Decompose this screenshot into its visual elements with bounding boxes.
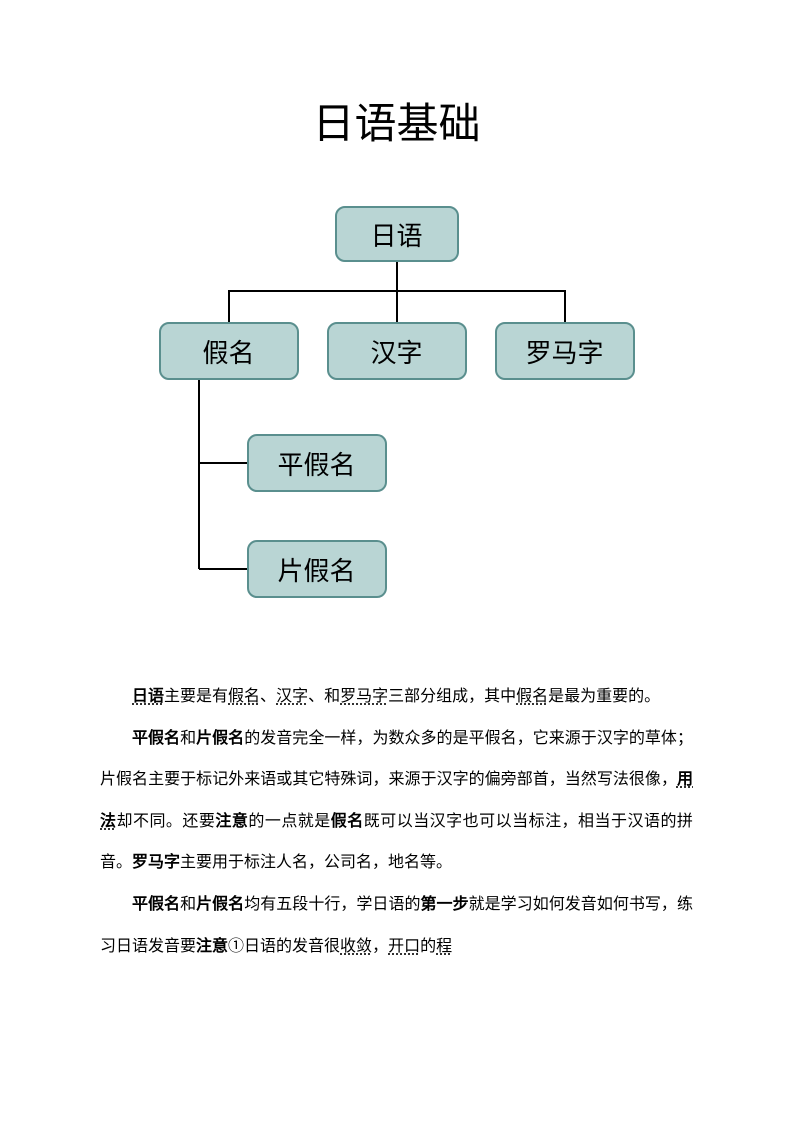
tree-node-level2-1: 汉字	[327, 322, 467, 380]
text-segment: 却不同。还要	[116, 813, 215, 830]
text-segment: 罗马字	[340, 688, 388, 705]
text-segment: 、和	[308, 688, 340, 705]
text-segment: 和	[180, 896, 196, 913]
tree-node-level3-1: 片假名	[247, 540, 387, 598]
text-segment: ①日语的发音很	[228, 938, 340, 955]
text-segment: 日语	[132, 688, 164, 705]
text-segment: 是最为重要的。	[548, 688, 660, 705]
text-segment: 假名	[331, 813, 364, 830]
text-segment: 罗马字	[132, 854, 180, 871]
connector-line	[198, 380, 200, 569]
connector-line	[396, 262, 398, 290]
page-title: 日语基础	[100, 90, 693, 151]
tree-node-level3-0: 平假名	[247, 434, 387, 492]
text-segment: 三部分组成，其中	[388, 688, 516, 705]
tree-node-root: 日语	[335, 206, 459, 262]
tree-node-level2-2: 罗马字	[495, 322, 635, 380]
text-segment: 片假名	[196, 730, 244, 747]
text-segment: 程	[436, 938, 452, 955]
text-segment: 假名	[228, 688, 260, 705]
text-segment: 第一步	[421, 896, 469, 913]
text-segment: 和	[180, 730, 196, 747]
paragraph-3: 平假名和片假名均有五段十行，学日语的第一步就是学习如何发音如何书写，练习日语发音…	[100, 884, 693, 967]
text-segment: 主要用于标注人名，公司名，地名等。	[180, 854, 452, 871]
connector-line	[564, 290, 566, 322]
text-segment: 的一点就是	[248, 813, 330, 830]
text-segment: 开口	[388, 938, 420, 955]
connector-line	[199, 462, 247, 464]
connector-line	[228, 290, 230, 322]
text-segment: 平假名	[132, 730, 180, 747]
tree-node-level2-0: 假名	[159, 322, 299, 380]
paragraph-2: 平假名和片假名的发音完全一样，为数众多的是平假名，它来源于汉字的草体；片假名主要…	[100, 718, 693, 884]
connector-line	[396, 290, 398, 322]
paragraph-1: 日语主要是有假名、汉字、和罗马字三部分组成，其中假名是最为重要的。	[100, 676, 693, 718]
text-segment: 注意	[196, 938, 228, 955]
text-segment: 平假名	[132, 896, 180, 913]
text-segment: ，	[372, 938, 388, 955]
text-segment: 的	[420, 938, 436, 955]
text-segment: 收敛	[340, 938, 372, 955]
text-segment: 汉字	[276, 688, 308, 705]
connector-line	[199, 568, 247, 570]
text-segment: 、	[260, 688, 276, 705]
text-segment: 主要是有	[164, 688, 228, 705]
text-segment: 假名	[516, 688, 548, 705]
text-segment: 均有五段十行，学日语的	[244, 896, 420, 913]
text-segment: 注意	[215, 813, 248, 830]
tree-diagram: 日语假名汉字罗马字平假名片假名	[147, 206, 647, 626]
body-text: 日语主要是有假名、汉字、和罗马字三部分组成，其中假名是最为重要的。 平假名和片假…	[100, 676, 693, 967]
text-segment: 片假名	[196, 896, 244, 913]
